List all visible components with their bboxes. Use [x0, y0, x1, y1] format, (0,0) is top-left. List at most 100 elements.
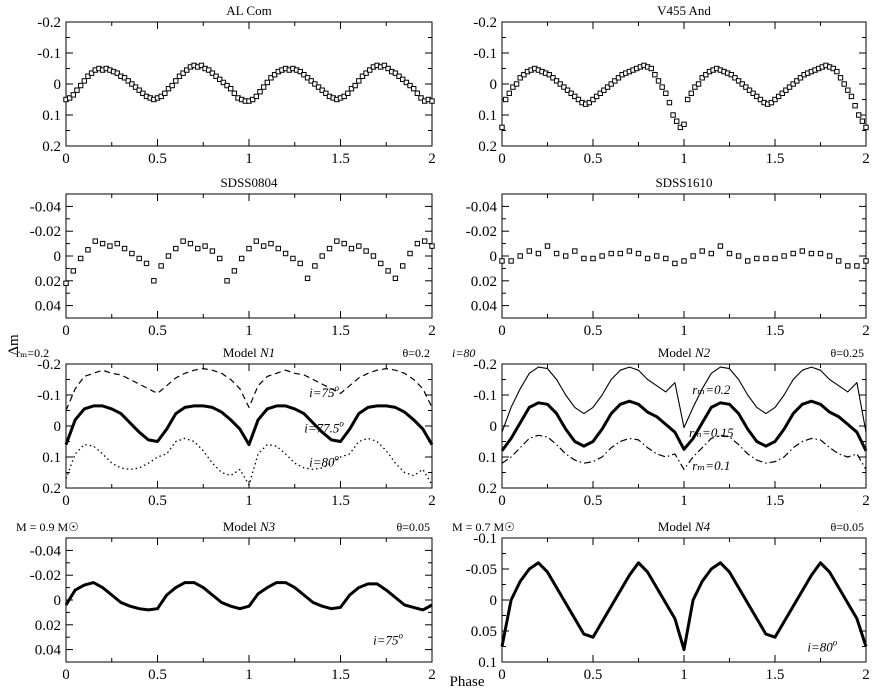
data-point	[304, 75, 311, 81]
data-point	[863, 124, 869, 131]
data-point	[772, 255, 778, 262]
data-point	[136, 255, 142, 262]
annotation-superscript: o	[334, 383, 339, 393]
data-point	[786, 84, 793, 90]
data-point	[231, 268, 238, 274]
data-point	[114, 70, 120, 76]
annotation-text: i=77.5	[304, 421, 340, 436]
x-tick-label: 0	[498, 493, 506, 509]
data-point	[670, 112, 676, 118]
x-tick-label: 0	[62, 667, 70, 683]
data-point	[852, 103, 858, 109]
panel-title-text: SDSS0804	[220, 175, 278, 190]
data-point	[544, 243, 551, 249]
curve-annotation: i=80o	[309, 453, 339, 470]
y-tick-label: 0.04	[35, 643, 62, 659]
data-point	[726, 250, 733, 257]
data-point	[564, 87, 571, 93]
data-point	[754, 93, 760, 100]
data-point	[775, 93, 782, 100]
data-point	[209, 70, 216, 76]
data-point	[400, 263, 406, 269]
data-point	[238, 255, 245, 262]
data-point	[763, 255, 769, 262]
data-point	[659, 84, 665, 90]
plot-frame	[501, 21, 867, 147]
data-point	[526, 248, 532, 254]
data-point	[341, 93, 347, 100]
y-tick-label: -0.05	[466, 562, 497, 578]
data-point	[81, 78, 87, 84]
x-tick-label: 1	[245, 323, 253, 339]
data-point	[363, 70, 369, 76]
panel-title-model: N2	[694, 345, 711, 360]
data-point	[326, 245, 333, 252]
data-point	[165, 253, 172, 259]
data-point	[260, 243, 267, 249]
x-axis-title: Phase	[450, 674, 485, 690]
data-point	[220, 79, 227, 86]
x-tick-label: 0	[498, 667, 506, 683]
data-point	[826, 253, 833, 259]
data-point	[708, 250, 714, 257]
data-point	[85, 73, 91, 79]
data-point	[830, 65, 836, 72]
corner-label-right: θ=0.2	[402, 346, 430, 360]
x-tick-label: 0	[498, 151, 506, 167]
data-point	[695, 81, 702, 87]
data-point	[345, 90, 351, 96]
data-point	[246, 245, 252, 252]
data-point	[768, 99, 775, 106]
plot-frame	[65, 363, 433, 489]
data-point	[385, 268, 391, 274]
data-point	[323, 90, 329, 96]
data-point	[429, 98, 435, 104]
data-point	[841, 81, 847, 87]
data-point	[568, 90, 574, 96]
data-point	[356, 78, 362, 84]
data-point	[563, 253, 569, 259]
data-point	[561, 84, 567, 90]
data-point	[652, 72, 658, 78]
data-point	[699, 248, 705, 254]
data-point	[99, 240, 106, 247]
data-point	[70, 268, 77, 274]
data-point	[677, 124, 684, 131]
series-line-0	[64, 581, 433, 612]
x-tick-label: 1	[245, 667, 253, 683]
y-tick-label: 0	[490, 249, 498, 265]
panel-n2: Model N2 i=80 θ=0.25 0 0.5 1 1.5 2 -0.2 -0.1 0 0.1 0…	[452, 345, 870, 509]
data-point	[617, 250, 623, 257]
y-tick-label: -0.2	[37, 15, 61, 31]
data-point	[301, 72, 307, 78]
data-point	[794, 78, 800, 84]
data-point	[655, 78, 662, 84]
data-point	[499, 258, 505, 264]
data-point	[817, 250, 824, 257]
x-tick-label: 0.5	[584, 151, 603, 167]
y-tick-label: 0.1	[478, 450, 497, 466]
curve-annotation: rₘ=0.15	[689, 425, 734, 440]
corner-label-right: θ=0.05	[396, 520, 430, 534]
data-point	[790, 250, 796, 257]
y-tick-label: 0	[490, 593, 498, 609]
y-tick-label: 0	[54, 419, 62, 435]
panel-title-text: Model	[658, 345, 695, 360]
data-point	[772, 96, 778, 103]
data-point	[703, 72, 709, 78]
y-tick-label: 0	[54, 77, 62, 93]
data-point	[184, 67, 190, 73]
x-tick-label: 1.5	[331, 151, 350, 167]
data-point	[165, 85, 172, 92]
data-point	[414, 240, 421, 247]
data-point	[85, 247, 91, 253]
panel-sdss1610: SDSS1610 0 0.5 1 1.5 2 -0.04 -0.02 0 0.02 0.04	[466, 175, 870, 339]
series-line-1	[500, 399, 868, 452]
data-point	[586, 99, 593, 106]
x-tick-label: 0.5	[148, 667, 167, 683]
data-point	[790, 81, 796, 87]
series-line-2	[65, 437, 433, 486]
panel-title-model: N3	[259, 519, 276, 534]
y-tick-label: 0.1	[478, 655, 497, 671]
y-tick-label: -0.1	[473, 388, 497, 404]
